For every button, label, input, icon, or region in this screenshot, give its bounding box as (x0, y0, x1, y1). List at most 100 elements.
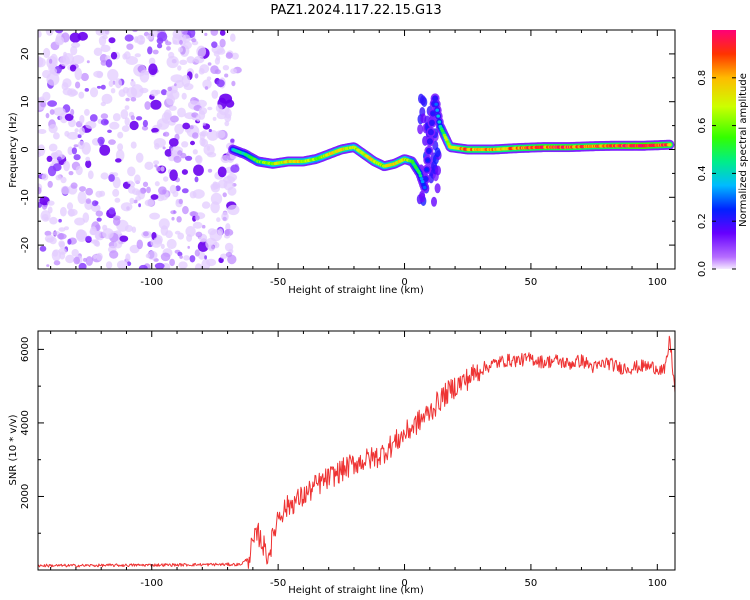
noise-speck (160, 252, 171, 262)
noise-speck (45, 112, 50, 119)
noise-speck (132, 30, 138, 33)
signal-core (418, 174, 423, 178)
noise-speck (134, 174, 141, 184)
noise-speck (123, 51, 131, 60)
noise-speck (48, 143, 58, 152)
noise-speck (207, 168, 213, 173)
noise-speck (211, 41, 218, 48)
noise-speck (117, 143, 124, 151)
noise-speck (127, 166, 136, 177)
noise-speck (121, 125, 130, 132)
noise-speck (115, 158, 122, 163)
noise-speck (138, 203, 142, 208)
noise-speck (179, 39, 183, 45)
noise-speck (103, 119, 109, 125)
x-tick-label: 0 (401, 277, 407, 288)
noise-speck (144, 161, 154, 170)
noise-speck (146, 34, 154, 40)
noise-speck (55, 174, 62, 181)
noise-speck (224, 229, 230, 237)
noise-speck (93, 239, 100, 247)
noise-speck (84, 108, 90, 116)
noise-speck (112, 113, 121, 122)
noise-speck (102, 228, 114, 239)
y-tick-label: 2000 (20, 484, 31, 509)
noise-speck (124, 34, 134, 42)
colorbar-tick-label: 0.2 (697, 213, 708, 229)
noise-speck (73, 144, 79, 148)
figure-title: PAZ1.2024.117.22.15.G13 (270, 3, 441, 18)
noise-speck (153, 237, 162, 243)
x-tick-label: 50 (525, 578, 538, 589)
noise-speck (107, 69, 119, 81)
noise-speck (85, 120, 97, 129)
noise-speck (153, 138, 166, 148)
noise-speck (75, 165, 83, 176)
noise-speck (150, 99, 162, 110)
noise-speck (108, 37, 116, 44)
noise-speck (107, 129, 112, 133)
x-tick-label: 0 (401, 578, 407, 589)
noise-speck (47, 200, 55, 206)
noise-speck (192, 149, 198, 155)
noise-speck (95, 210, 104, 217)
snr-ticks: -100 -50 0 50 100 2000 4000 6000 (20, 331, 675, 589)
noise-speck (160, 243, 165, 250)
colorbar-tick-label: 0.8 (697, 70, 708, 86)
noise-speck (70, 45, 78, 56)
noise-speck (230, 33, 236, 42)
noise-speck (181, 188, 189, 194)
noise-speck (194, 215, 200, 221)
noise-speck (49, 67, 58, 75)
noise-speck (58, 247, 67, 255)
x-tick-label: -50 (270, 578, 286, 589)
colorbar-tick-label: 0.4 (697, 165, 708, 181)
noise-speck (214, 57, 220, 65)
noise-speck (46, 72, 60, 86)
noise-speck (210, 30, 219, 36)
signal-core (426, 158, 430, 162)
noise-speck (126, 43, 134, 50)
noise-speck (47, 100, 57, 107)
noise-speck (44, 230, 52, 237)
noise-speck (223, 180, 234, 191)
noise-speck (136, 116, 143, 121)
noise-speck (142, 181, 149, 187)
noise-speck (216, 79, 225, 88)
signal-patch (434, 147, 441, 158)
noise-speck (163, 131, 170, 137)
noise-speck (78, 262, 87, 269)
x-tick-label: 50 (525, 277, 538, 288)
noise-speck (198, 251, 206, 260)
noise-speck (74, 128, 79, 133)
noise-speck (189, 255, 196, 263)
noise-speck (102, 35, 108, 40)
noise-speck (154, 181, 160, 187)
noise-speck (144, 101, 151, 110)
noise-speck (172, 40, 178, 45)
noise-speck (173, 83, 177, 87)
noise-speck (176, 216, 182, 223)
signal-core (417, 171, 422, 175)
noise-speck (206, 130, 219, 141)
noise-speck (185, 155, 193, 161)
noise-speck (38, 186, 42, 195)
noise-speck (60, 176, 67, 184)
noise-speck (39, 196, 50, 206)
noise-speck (72, 55, 85, 64)
noise-speck (60, 185, 70, 195)
noise-speck (177, 251, 183, 257)
spectrogram-ylabel: Frequency (Hz) (8, 112, 19, 188)
signal-patch (431, 196, 437, 207)
noise-speck (161, 112, 172, 124)
noise-speck (93, 47, 103, 56)
noise-speck (67, 238, 72, 245)
noise-speck (160, 166, 165, 172)
noise-speck (167, 86, 172, 92)
noise-speck (212, 116, 217, 121)
noise-speck (58, 218, 62, 223)
signal-patch (417, 124, 424, 135)
noise-speck (216, 111, 227, 120)
